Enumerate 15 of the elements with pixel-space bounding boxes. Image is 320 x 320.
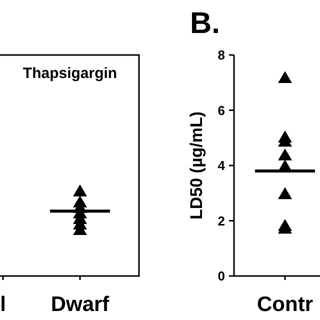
chart-title: B.	[190, 7, 220, 40]
point	[278, 187, 292, 200]
y-tick-label: 4	[218, 158, 226, 174]
point	[278, 148, 292, 160]
y-tick-label: 6	[218, 102, 225, 118]
x-tick-label: l	[0, 293, 6, 316]
x-tick-label: Contr	[257, 293, 313, 316]
x-tick-label: Dwarf	[50, 293, 110, 316]
y-axis-title: LD50 (µg/mL)	[187, 111, 206, 220]
y-tick-label: 8	[218, 48, 225, 63]
text: Thapsigargin	[22, 65, 118, 82]
point	[278, 160, 292, 172]
point	[278, 71, 292, 84]
y-tick-label: 2	[218, 213, 225, 228]
y-tick-label: 0	[218, 268, 225, 284]
